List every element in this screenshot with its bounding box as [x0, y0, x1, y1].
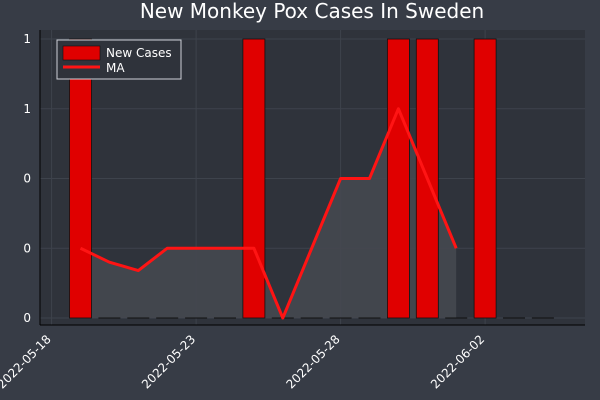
- y-tick-label-0: 0: [23, 311, 31, 325]
- legend-label-ma: MA: [106, 61, 125, 75]
- bar-2022-05-30: [386, 38, 410, 319]
- y-tick-label-1: 0: [23, 241, 31, 255]
- x-tick-label-2: 2022-05-28: [284, 332, 343, 391]
- ma-area: [80, 108, 457, 318]
- legend-swatch-new-cases: [62, 45, 101, 61]
- axes: [39, 30, 585, 326]
- bar-2022-06-02: [473, 38, 497, 319]
- bar-2022-05-19: [69, 38, 92, 319]
- y-tick-label-4: 1: [23, 32, 31, 46]
- bar-2022-05-25: [242, 38, 266, 319]
- x-tick-label-3: 2022-06-02: [428, 332, 487, 391]
- ma-line: [79, 107, 458, 320]
- x-tick-label-0: 2022-05-18: [0, 332, 54, 391]
- y-tick-labels: 0 0 0 1 1: [23, 32, 31, 325]
- x-tick-labels: 2022-05-18 2022-05-23 2022-05-28 2022-06-02: [0, 332, 487, 391]
- y-tick-label-2: 0: [23, 172, 31, 186]
- chart-title: New Monkey Pox Cases In Sweden: [140, 0, 484, 23]
- x-tick-label-1: 2022-05-23: [139, 332, 198, 391]
- legend: New Cases MA: [56, 39, 182, 80]
- ma-area-fill: [80, 108, 457, 318]
- y-tick-label-3: 1: [23, 102, 31, 116]
- legend-label-new-cases: New Cases: [106, 46, 172, 60]
- ma-series-line: [79, 107, 458, 320]
